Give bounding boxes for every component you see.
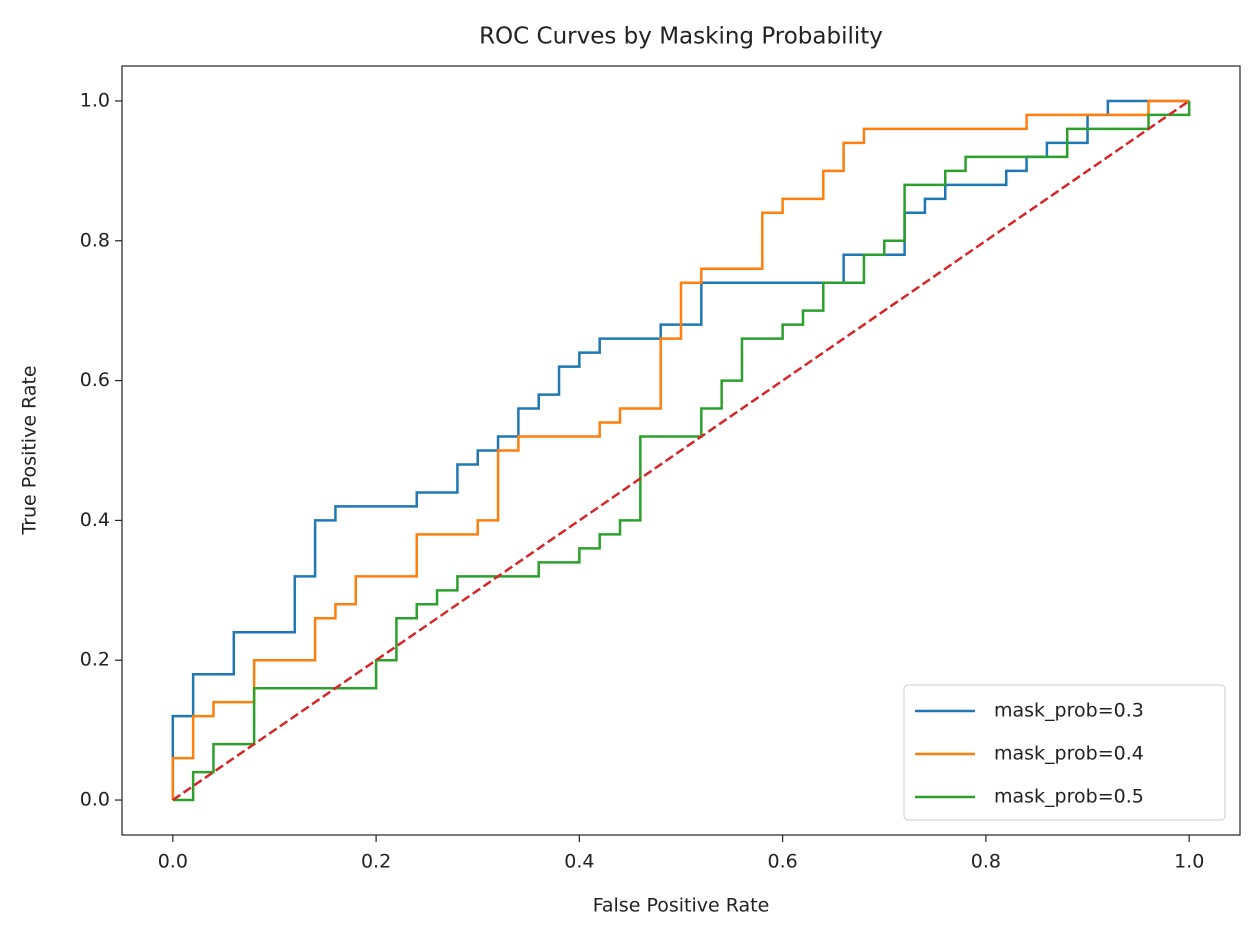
y-tick-label: 0.8	[80, 229, 110, 251]
y-axis-label: True Positive Rate	[19, 365, 41, 535]
plot-frame	[121, 65, 1241, 836]
x-axis-label: False Positive Rate	[593, 895, 770, 917]
x-tick-label: 0.0	[158, 851, 188, 873]
chart-title: ROC Curves by Masking Probability	[479, 24, 883, 50]
legend-label: mask_prob=0.3	[994, 700, 1144, 722]
legend-box	[903, 684, 1226, 821]
legend-label: mask_prob=0.5	[994, 786, 1144, 808]
y-tick-label: 0.0	[80, 789, 110, 811]
x-tick-label: 0.2	[361, 851, 391, 873]
reference-line	[172, 99, 1190, 802]
y-tick-label: 0.2	[80, 649, 110, 671]
y-tick-label: 0.4	[80, 509, 110, 531]
y-tick-label: 1.0	[80, 89, 110, 111]
x-tick-label: 1.0	[1174, 851, 1204, 873]
roc-line	[171, 99, 1190, 801]
legend-label: mask_prob=0.4	[994, 743, 1144, 765]
x-tick-label: 0.4	[564, 851, 594, 873]
y-tick-label: 0.6	[80, 369, 110, 391]
roc-line	[171, 99, 1190, 801]
x-tick-label: 0.8	[971, 851, 1001, 873]
x-tick-label: 0.6	[768, 851, 798, 873]
